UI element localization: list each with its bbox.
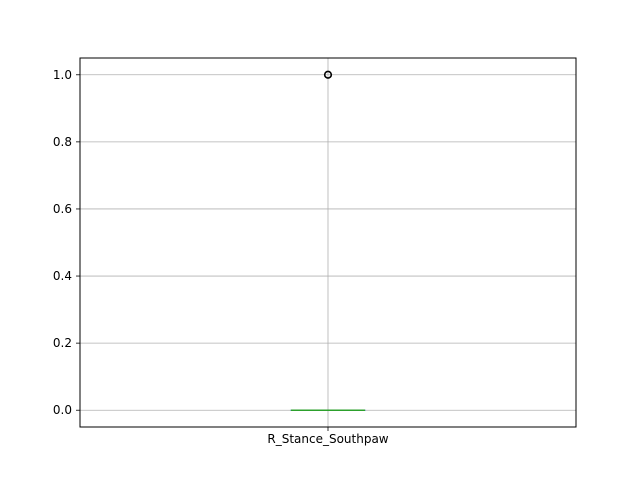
y-tick-label: 0.0	[53, 403, 72, 417]
y-tick-label: 0.2	[53, 336, 72, 350]
outlier-point	[323, 70, 333, 79]
y-tick-label: 1.0	[53, 68, 72, 82]
grid-lines	[80, 58, 576, 427]
y-tick-label: 0.4	[53, 269, 72, 283]
x-axis-ticks: R_Stance_Southpaw	[267, 427, 389, 446]
y-tick-label: 0.6	[53, 202, 72, 216]
x-tick-label: R_Stance_Southpaw	[267, 432, 388, 446]
y-axis-ticks: 0.0 0.2 0.4 0.6 0.8 1.0	[53, 68, 80, 417]
y-tick-label: 0.8	[53, 135, 72, 149]
box-elements	[290, 70, 366, 411]
